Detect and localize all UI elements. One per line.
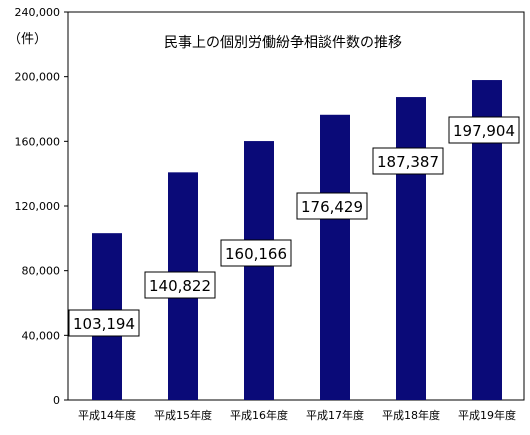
y-tick-label: 40,000 xyxy=(22,329,61,342)
bars xyxy=(92,80,502,401)
x-category-label: 平成17年度 xyxy=(306,408,364,422)
y-axis-unit-label: （件） xyxy=(8,32,48,47)
y-tick-label: 200,000 xyxy=(15,71,61,84)
x-category-label: 平成16年度 xyxy=(230,408,288,422)
value-label-box xyxy=(448,116,520,144)
x-category-label: 平成18年度 xyxy=(382,408,440,422)
chart-title: 民事上の個別労働紛争相談件数の推移 xyxy=(164,35,402,51)
plot-area xyxy=(67,11,525,401)
value-label: 176,429 xyxy=(301,198,363,216)
y-tick-label: 120,000 xyxy=(15,200,61,213)
bar xyxy=(396,97,426,401)
x-category-label: 平成15年度 xyxy=(154,408,212,422)
value-label: 187,387 xyxy=(377,153,439,171)
value-labels: 103,194 140,822 160,166 176,429 187,387 197,9… xyxy=(68,116,520,337)
value-label-box xyxy=(144,271,216,299)
value-label: 140,822 xyxy=(149,277,211,295)
value-label: 160,166 xyxy=(225,245,287,263)
value-label-box xyxy=(296,192,368,220)
y-axis-ticks: 0 40,000 80,000 120,000 160,000 200,000 240,00… xyxy=(15,6,68,407)
value-label: 103,194 xyxy=(73,315,135,333)
value-label-box xyxy=(68,309,140,337)
x-axis-categories: 平成14年度 平成15年度 平成16年度 平成17年度 平成18年度 平成19年度 xyxy=(78,408,516,422)
value-label-box xyxy=(220,239,292,267)
y-tick-label: 80,000 xyxy=(22,265,61,278)
value-label: 197,904 xyxy=(453,122,515,140)
y-tick-label: 240,000 xyxy=(15,6,61,19)
x-category-label: 平成14年度 xyxy=(78,408,136,422)
bar xyxy=(244,141,274,400)
value-label-box xyxy=(372,147,444,175)
bar xyxy=(320,114,350,400)
y-tick-label: 160,000 xyxy=(15,135,61,148)
x-category-label: 平成19年度 xyxy=(458,408,516,422)
y-tick-label: 0 xyxy=(53,394,60,407)
